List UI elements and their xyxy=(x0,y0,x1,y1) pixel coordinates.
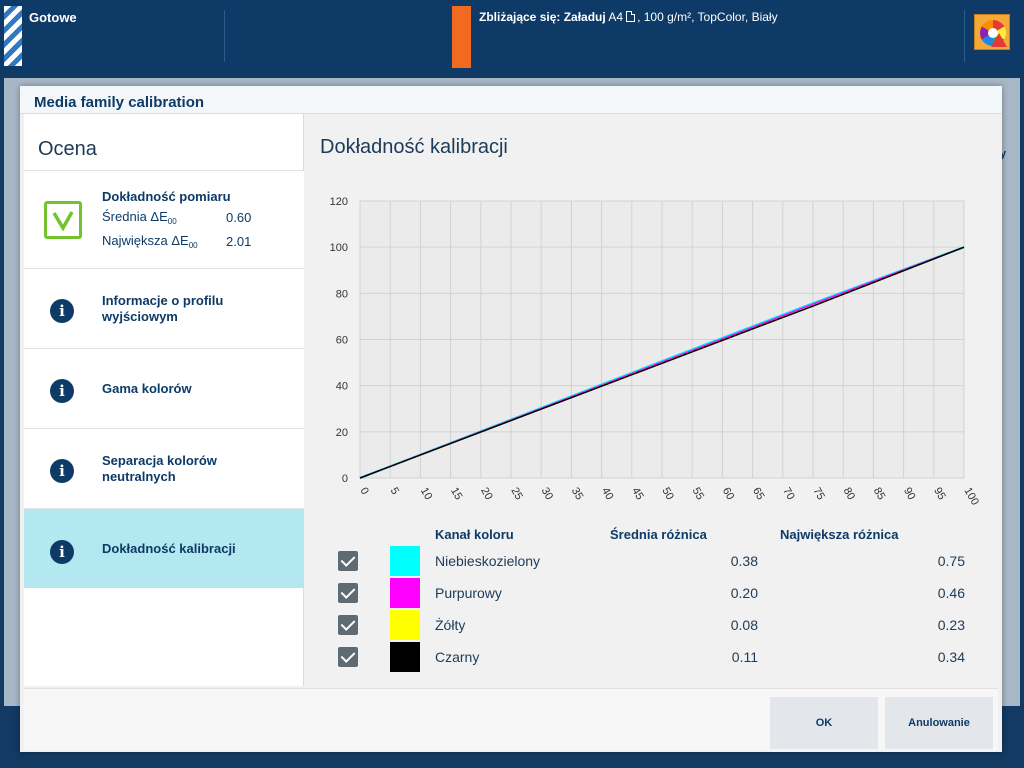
x-tick-label: 5 xyxy=(388,486,401,497)
column-header-max-diff: Największa różnica xyxy=(780,527,899,542)
max-diff-value: 0.23 xyxy=(937,617,965,633)
nav-item-label: Informacje o profilu wyjściowym xyxy=(102,293,224,324)
nav-item-output-profile-info[interactable]: i Informacje o profilu wyjściowym xyxy=(24,268,304,348)
avg-delta-subscript: 00 xyxy=(167,217,177,226)
x-tick-label: 25 xyxy=(508,486,525,503)
cancel-button[interactable]: Anulowanie xyxy=(885,697,993,749)
dialog-title: Media family calibration xyxy=(34,94,205,111)
nav-item-color-gamut[interactable]: i Gama kolorów xyxy=(24,348,304,428)
calibration-accuracy-chart: 0 20 40 60 80 100 120 0 5 10 15 20 25 30 35 40 45 50 55 60 6… xyxy=(330,196,980,508)
ok-button[interactable]: OK xyxy=(770,697,878,749)
x-tick-label: 30 xyxy=(539,486,556,503)
divider xyxy=(964,10,965,62)
x-tick-label: 15 xyxy=(448,486,465,503)
info-icon: i xyxy=(50,540,74,564)
channel-checkbox[interactable] xyxy=(338,615,358,635)
column-header-channel: Kanał koloru xyxy=(435,527,514,542)
nav-item-label: Dokładność kalibracji xyxy=(102,541,236,556)
nav-item-label: Gama kolorów xyxy=(102,381,192,396)
avg-diff-value: 0.11 xyxy=(731,649,758,665)
channel-checkbox[interactable] xyxy=(338,647,358,667)
content-title: Dokładność kalibracji xyxy=(320,136,508,158)
x-tick-label: 85 xyxy=(871,486,888,503)
x-tick-label: 50 xyxy=(659,486,676,503)
avg-diff-value: 0.20 xyxy=(730,585,758,601)
upcoming-paper-size: A4 xyxy=(608,10,624,24)
printer-status-icon xyxy=(4,6,22,66)
max-delta-label: Największa ΔE00 xyxy=(102,233,198,250)
x-tick-label: 65 xyxy=(750,486,767,503)
y-tick-label: 100 xyxy=(330,242,348,254)
channel-name: Czarny xyxy=(435,649,480,665)
x-tick-label: 10 xyxy=(418,486,435,503)
max-diff-value: 0.46 xyxy=(937,585,965,601)
checkmark-icon xyxy=(44,201,82,239)
y-tick-label: 40 xyxy=(336,381,348,393)
nav-item-neutral-separation[interactable]: i Separacja kolorów neutralnych xyxy=(24,428,304,508)
color-swatch xyxy=(390,610,420,640)
series-line-4 xyxy=(359,246,965,479)
x-tick-label: 0 xyxy=(357,486,370,497)
color-swatch xyxy=(390,642,420,672)
dialog-footer: OK Anulowanie xyxy=(24,688,998,750)
avg-diff-value: 0.08 xyxy=(730,617,758,633)
avg-delta-value: 0.60 xyxy=(226,210,252,225)
column-header-avg-diff: Średnia różnica xyxy=(610,527,707,542)
assessment-panel: Ocena Dokładność pomiaru Średnia ΔE00 0.… xyxy=(24,114,304,686)
y-tick-label: 60 xyxy=(336,335,348,347)
avg-delta-text: Średnia ΔE xyxy=(102,209,168,224)
calibration-dialog: Media family calibration Ocena Dokładnoś… xyxy=(20,86,1002,752)
avg-diff-value: 0.38 xyxy=(730,553,758,569)
background-label: y xyxy=(1000,148,1007,160)
info-icon: i xyxy=(50,379,74,403)
top-status-bar: Gotowe Zbliżające się: Załaduj A4 , 100 g… xyxy=(0,0,1024,74)
color-swatch xyxy=(390,578,420,608)
dialog-header: Media family calibration xyxy=(20,86,1002,114)
x-tick-label: 70 xyxy=(780,486,797,503)
y-tick-label: 0 xyxy=(342,473,348,485)
nav-item-calibration-accuracy[interactable]: i Dokładność kalibracji xyxy=(24,508,304,588)
channel-name: Żółty xyxy=(435,617,466,633)
x-tick-label: 100 xyxy=(961,486,980,508)
nav-item-measurement-accuracy[interactable]: Dokładność pomiaru Średnia ΔE00 0.60 Naj… xyxy=(24,170,304,268)
nav-item-label: Separacja kolorów neutralnych xyxy=(102,453,217,484)
max-diff-value: 0.75 xyxy=(937,553,965,569)
x-tick-label: 80 xyxy=(841,486,858,503)
info-icon: i xyxy=(50,299,74,323)
color-swatch xyxy=(390,546,420,576)
upcoming-details: , 100 g/m², TopColor, Biały xyxy=(637,10,778,24)
upcoming-indicator xyxy=(452,6,471,68)
x-tick-label: 35 xyxy=(569,486,586,503)
y-tick-label: 80 xyxy=(336,288,348,300)
max-delta-value: 2.01 xyxy=(226,234,252,249)
printer-status-text: Gotowe xyxy=(29,10,77,25)
max-delta-text: Największa ΔE xyxy=(102,233,189,248)
panel-title: Ocena xyxy=(38,138,97,160)
avg-delta-label: Średnia ΔE00 xyxy=(102,209,177,226)
y-tick-label: 120 xyxy=(330,196,348,208)
warning-icon xyxy=(991,33,1007,47)
upcoming-label: Zbliżające się: Załaduj xyxy=(479,10,606,24)
measurement-title: Dokładność pomiaru xyxy=(102,189,231,204)
color-wheel-warning-button[interactable] xyxy=(974,14,1010,50)
divider xyxy=(224,10,225,62)
x-tick-label: 95 xyxy=(931,486,948,503)
x-tick-label: 55 xyxy=(690,486,707,503)
info-icon: i xyxy=(50,459,74,483)
document-icon xyxy=(626,11,636,22)
channel-name: Niebieskozielony xyxy=(435,553,541,569)
upcoming-job[interactable]: Zbliżające się: Załaduj A4 , 100 g/m², To… xyxy=(479,10,778,24)
x-tick-label: 45 xyxy=(629,486,646,503)
channel-checkbox[interactable] xyxy=(338,551,358,571)
channel-checkbox[interactable] xyxy=(338,583,358,603)
max-delta-subscript: 00 xyxy=(188,241,198,250)
x-tick-label: 90 xyxy=(901,486,918,503)
channel-name: Purpurowy xyxy=(435,585,502,601)
max-diff-value: 0.34 xyxy=(937,649,965,665)
x-tick-label: 60 xyxy=(720,486,737,503)
x-tick-label: 75 xyxy=(810,486,827,503)
x-tick-label: 20 xyxy=(478,486,495,503)
x-tick-label: 40 xyxy=(599,486,616,503)
y-tick-label: 20 xyxy=(336,427,348,439)
